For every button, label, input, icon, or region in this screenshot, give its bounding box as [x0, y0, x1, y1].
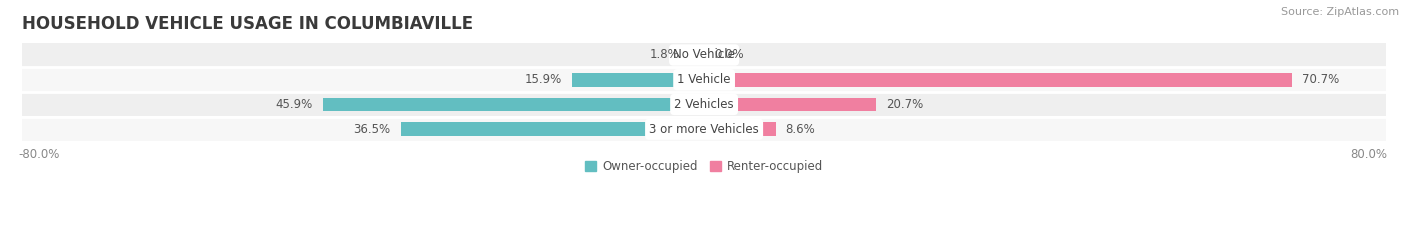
- Text: 70.7%: 70.7%: [1302, 73, 1339, 86]
- Text: 3 or more Vehicles: 3 or more Vehicles: [650, 123, 759, 136]
- Bar: [704, 122, 776, 136]
- Text: 0.0%: 0.0%: [714, 48, 744, 62]
- Bar: [22, 93, 1386, 116]
- Text: No Vehicle: No Vehicle: [673, 48, 735, 62]
- Text: 20.7%: 20.7%: [886, 98, 924, 111]
- Text: HOUSEHOLD VEHICLE USAGE IN COLUMBIAVILLE: HOUSEHOLD VEHICLE USAGE IN COLUMBIAVILLE: [22, 15, 474, 33]
- Bar: [322, 98, 704, 111]
- Bar: [401, 122, 704, 136]
- Text: 15.9%: 15.9%: [524, 73, 562, 86]
- Bar: [22, 43, 1386, 67]
- Bar: [704, 73, 1292, 86]
- Legend: Owner-occupied, Renter-occupied: Owner-occupied, Renter-occupied: [579, 155, 828, 178]
- Text: Source: ZipAtlas.com: Source: ZipAtlas.com: [1281, 7, 1399, 17]
- Bar: [22, 68, 1386, 92]
- Bar: [704, 98, 876, 111]
- Bar: [689, 48, 704, 62]
- Text: 45.9%: 45.9%: [276, 98, 312, 111]
- Text: 8.6%: 8.6%: [786, 123, 815, 136]
- Text: 36.5%: 36.5%: [353, 123, 391, 136]
- Text: 1 Vehicle: 1 Vehicle: [678, 73, 731, 86]
- Bar: [572, 73, 704, 86]
- Bar: [22, 117, 1386, 141]
- Text: 2 Vehicles: 2 Vehicles: [675, 98, 734, 111]
- Text: 1.8%: 1.8%: [650, 48, 679, 62]
